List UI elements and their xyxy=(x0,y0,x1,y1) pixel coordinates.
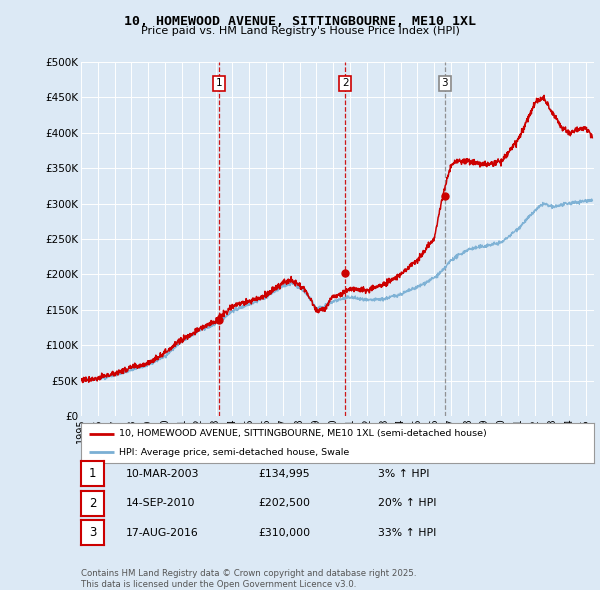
Text: Price paid vs. HM Land Registry's House Price Index (HPI): Price paid vs. HM Land Registry's House … xyxy=(140,26,460,36)
Text: 2: 2 xyxy=(89,497,96,510)
Text: HPI: Average price, semi-detached house, Swale: HPI: Average price, semi-detached house,… xyxy=(119,448,350,457)
Text: 3% ↑ HPI: 3% ↑ HPI xyxy=(378,469,430,478)
Text: Contains HM Land Registry data © Crown copyright and database right 2025.
This d: Contains HM Land Registry data © Crown c… xyxy=(81,569,416,589)
Text: 3: 3 xyxy=(442,78,448,88)
Text: 14-SEP-2010: 14-SEP-2010 xyxy=(126,499,196,508)
Text: 1: 1 xyxy=(89,467,96,480)
Text: £310,000: £310,000 xyxy=(258,528,310,537)
Text: 3: 3 xyxy=(89,526,96,539)
Text: £134,995: £134,995 xyxy=(258,469,310,478)
Text: £202,500: £202,500 xyxy=(258,499,310,508)
Text: 20% ↑ HPI: 20% ↑ HPI xyxy=(378,499,437,508)
Text: 10-MAR-2003: 10-MAR-2003 xyxy=(126,469,199,478)
Text: 10, HOMEWOOD AVENUE, SITTINGBOURNE, ME10 1XL (semi-detached house): 10, HOMEWOOD AVENUE, SITTINGBOURNE, ME10… xyxy=(119,430,487,438)
Text: 17-AUG-2016: 17-AUG-2016 xyxy=(126,528,199,537)
Text: 2: 2 xyxy=(342,78,349,88)
Text: 10, HOMEWOOD AVENUE, SITTINGBOURNE, ME10 1XL: 10, HOMEWOOD AVENUE, SITTINGBOURNE, ME10… xyxy=(124,15,476,28)
Text: 33% ↑ HPI: 33% ↑ HPI xyxy=(378,528,436,537)
Text: 1: 1 xyxy=(215,78,222,88)
